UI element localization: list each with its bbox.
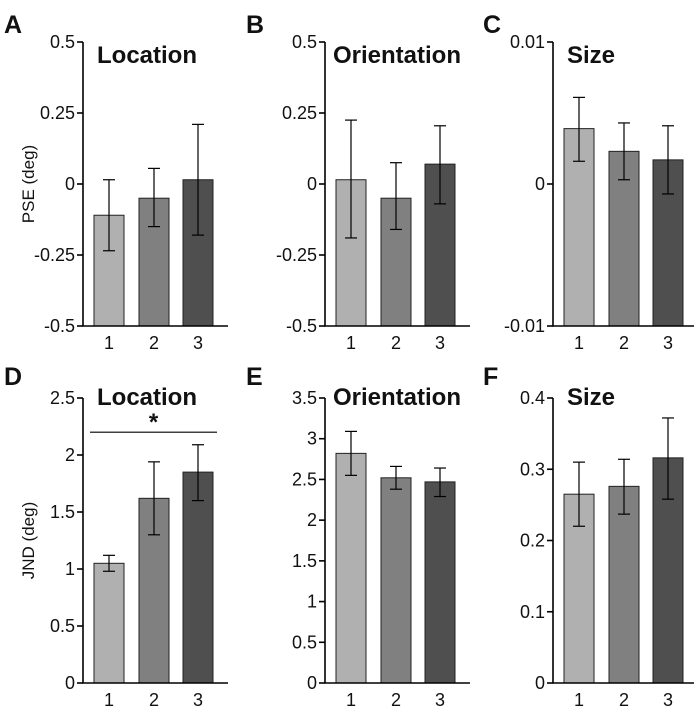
x-tick-label: 1 [104, 333, 114, 353]
y-tick-label: 3.5 [292, 388, 317, 408]
y-tick-label: -0.5 [286, 316, 317, 336]
panel-title: Size [567, 42, 615, 69]
x-tick-label: 3 [193, 690, 203, 708]
x-tick-label: 3 [435, 333, 445, 353]
panel-E: E Orientation 3.5 3 2.5 2 1.5 1 0.5 0 1 2 3 [246, 363, 470, 708]
x-tick-label: 3 [663, 333, 673, 353]
y-tick-label: -0.5 [44, 316, 75, 336]
y-tick-label: 0.1 [520, 602, 545, 622]
y-tick-label: 1.5 [292, 551, 317, 571]
x-tick-label: 3 [435, 690, 445, 708]
panel-A: A Location PSE (deg) 0.5 0.25 0 -0.25 -0.5 1 2 3 [4, 11, 228, 353]
y-tick-label: 0.25 [40, 103, 75, 123]
panel-D: D Location JND (deg) 2.5 2 1.5 1 0.5 0 1 2 3 * [4, 363, 228, 708]
y-tick-label: 3 [307, 429, 317, 449]
bar-1 [335, 452, 367, 684]
y-tick-label: -0.25 [276, 245, 317, 265]
y-tick-label: 0.5 [292, 32, 317, 52]
panel-title: Size [567, 384, 615, 411]
significance-marker: * [90, 409, 217, 436]
bar-2 [608, 485, 640, 684]
y-tick-label: 1 [307, 592, 317, 612]
y-tick-label: -0.25 [34, 245, 75, 265]
panel-title: Orientation [333, 42, 461, 69]
x-tick-label: 1 [574, 690, 584, 708]
panel-title: Location [97, 42, 197, 69]
error-bar-3 [434, 467, 446, 498]
error-bar-1 [103, 554, 115, 572]
error-bar-3 [434, 125, 446, 205]
x-tick-label: 2 [391, 690, 401, 708]
error-bar-3 [662, 125, 674, 195]
y-tick-label: 0 [65, 174, 75, 194]
y-tick-label: 0.5 [292, 632, 317, 652]
y-tick-label: 0 [307, 174, 317, 194]
bar-3 [182, 471, 214, 684]
x-tick-label: 2 [149, 690, 159, 708]
panel-letter: D [4, 363, 22, 391]
x-tick-label: 2 [619, 690, 629, 708]
x-tick-label: 1 [574, 333, 584, 353]
y-tick-label: 0 [535, 174, 545, 194]
panel-letter: C [483, 11, 501, 39]
x-tick-label: 2 [619, 333, 629, 353]
error-bar-1 [103, 179, 115, 252]
error-bar-1 [345, 119, 357, 239]
panel-letter: B [246, 11, 264, 39]
x-tick-label: 1 [104, 690, 114, 708]
x-tick-label: 1 [346, 333, 356, 353]
panel-title: Location [97, 384, 197, 411]
y-tick-label: 2 [65, 445, 75, 465]
y-tick-label: 2.5 [292, 469, 317, 489]
panel-F: F Size 0.4 0.3 0.2 0.1 0 1 2 3 [483, 363, 694, 708]
panel-B: B Orientation 0.5 0.25 0 -0.25 -0.5 1 2 3 [246, 11, 470, 353]
error-bar-2 [390, 162, 402, 231]
panel-title: Orientation [333, 384, 461, 411]
error-bar-2 [618, 122, 630, 181]
y-tick-label: 1.5 [50, 502, 75, 522]
x-tick-label: 2 [391, 333, 401, 353]
x-tick-label: 3 [663, 690, 673, 708]
error-bar-2 [148, 167, 160, 228]
bar-1 [93, 562, 125, 684]
y-tick-label: 0.01 [510, 32, 545, 52]
error-bar-3 [662, 417, 674, 500]
error-bar-2 [390, 465, 402, 490]
y-tick-label: 0.5 [50, 32, 75, 52]
bar-2 [380, 477, 412, 684]
error-bar-1 [573, 96, 585, 162]
y-axis-label: PSE (deg) [19, 145, 38, 223]
y-tick-label: 1 [65, 559, 75, 579]
x-tick-label: 2 [149, 333, 159, 353]
y-tick-label: 0.25 [282, 103, 317, 123]
y-tick-label: 0 [65, 673, 75, 693]
bar-3 [424, 481, 456, 684]
y-tick-label: 0.2 [520, 531, 545, 551]
error-bar-1 [573, 461, 585, 527]
y-tick-label: 0 [307, 673, 317, 693]
error-bar-2 [148, 461, 160, 536]
panel-letter: A [4, 11, 22, 39]
y-tick-label: 2 [307, 510, 317, 530]
error-bar-3 [192, 123, 204, 236]
y-tick-label: 0.3 [520, 459, 545, 479]
error-bar-2 [618, 458, 630, 515]
y-tick-label: 2.5 [50, 388, 75, 408]
panel-letter: E [246, 363, 263, 391]
y-axis-label: JND (deg) [19, 502, 38, 579]
y-tick-label: 0.4 [520, 388, 545, 408]
y-tick-label: 0 [535, 673, 545, 693]
error-bar-1 [345, 430, 357, 476]
y-tick-label: -0.01 [504, 316, 545, 336]
panel-letter: F [483, 363, 498, 391]
panel-C: C Size 0.01 0 -0.01 1 2 3 [483, 11, 694, 353]
y-tick-label: 0.5 [50, 616, 75, 636]
x-tick-label: 1 [346, 690, 356, 708]
error-bar-3 [192, 444, 204, 502]
x-tick-label: 3 [193, 333, 203, 353]
significance-label: * [149, 409, 159, 436]
